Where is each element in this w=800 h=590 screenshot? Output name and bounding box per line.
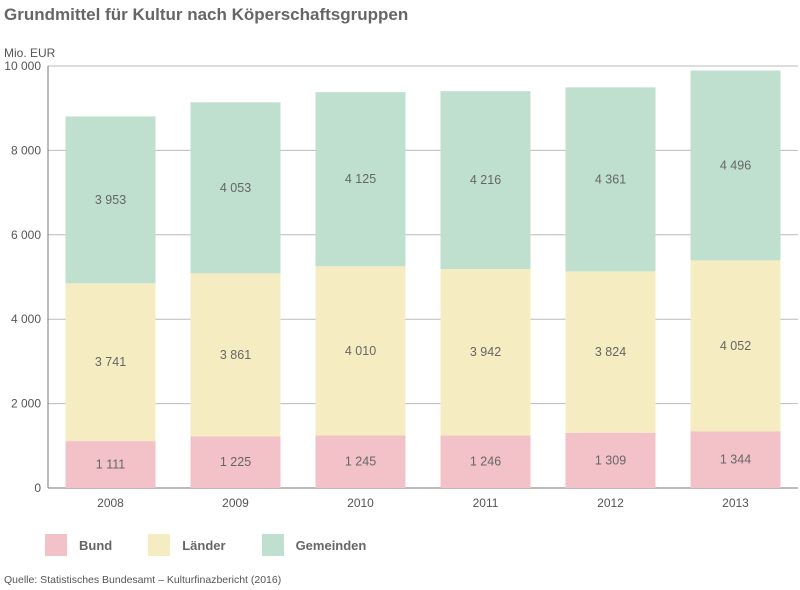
legend-swatch-bund xyxy=(45,534,67,556)
chart-title: Grundmittel für Kultur nach Köperschafts… xyxy=(4,5,409,24)
legend-item-laender: Länder xyxy=(148,534,226,556)
data-label-laender-2013: 4 052 xyxy=(720,339,751,353)
data-label-gemeinden-2008: 3 953 xyxy=(95,193,126,207)
bar-gemeinden-2013 xyxy=(690,70,781,261)
bar-bund-2012 xyxy=(565,432,656,488)
data-label-laender-2009: 3 861 xyxy=(220,348,251,362)
bar-gemeinden-2008 xyxy=(65,116,156,284)
bar-laender-2013 xyxy=(690,260,781,432)
y-tick-label: 8 000 xyxy=(11,143,41,157)
legend-label-bund: Bund xyxy=(79,537,113,553)
data-label-laender-2010: 4 010 xyxy=(345,344,376,358)
data-label-bund-2008: 1 111 xyxy=(96,458,125,472)
legend-label-gemeinden: Gemeinden xyxy=(295,537,367,553)
grid-lines xyxy=(47,65,798,489)
x-tick-label: 2012 xyxy=(597,496,624,510)
y-tick-label: 0 xyxy=(34,481,41,495)
x-tick-label: 2010 xyxy=(347,496,374,510)
y-axis-label: Mio. EUR xyxy=(4,46,56,60)
data-labels: 1 111 3 741 3 953 1 225 3 861 4 053 1 245 4 010… xyxy=(95,158,751,471)
legend: Bund Länder Gemeinden xyxy=(45,534,402,556)
bar-bund-2011 xyxy=(440,435,531,488)
data-label-gemeinden-2013: 4 496 xyxy=(720,158,751,172)
data-label-gemeinden-2010: 4 125 xyxy=(345,172,376,186)
data-label-bund-2012: 1 309 xyxy=(595,453,626,467)
y-tick-label: 10 000 xyxy=(4,59,41,73)
data-label-laender-2012: 3 824 xyxy=(595,345,626,359)
x-tick-label: 2013 xyxy=(722,496,749,510)
y-tick-label: 2 000 xyxy=(11,397,41,411)
legend-item-gemeinden: Gemeinden xyxy=(261,534,367,556)
y-tick-label: 4 000 xyxy=(11,312,41,326)
bar-bund-2013 xyxy=(690,431,781,488)
bar-laender-2010 xyxy=(315,266,406,436)
bar-gemeinden-2012 xyxy=(565,87,656,272)
bar-gemeinden-2009 xyxy=(190,102,281,274)
data-label-bund-2013: 1 344 xyxy=(720,453,751,467)
data-label-bund-2010: 1 245 xyxy=(345,455,376,469)
x-tick-label: 2011 xyxy=(473,496,499,510)
legend-item-bund: Bund xyxy=(45,534,112,556)
bar-laender-2008 xyxy=(65,283,156,442)
axis-ticks: 0 2 000 4 000 6 000 8 000 10 000 2008 2009 2010 2… xyxy=(4,59,749,510)
data-label-laender-2008: 3 741 xyxy=(95,355,126,369)
bar-bund-2009 xyxy=(190,436,281,488)
legend-label-laender: Länder xyxy=(182,537,226,553)
bar-gemeinden-2011 xyxy=(440,91,531,270)
bar-bund-2010 xyxy=(315,435,406,488)
data-label-bund-2011: 1 246 xyxy=(470,455,501,469)
x-tick-label: 2009 xyxy=(222,496,249,510)
bar-laender-2009 xyxy=(190,273,281,437)
bar-bund-2008 xyxy=(65,441,156,488)
legend-swatch-gemeinden xyxy=(261,534,284,556)
y-tick-label: 6 000 xyxy=(11,228,41,242)
bars xyxy=(65,70,781,488)
data-label-gemeinden-2011: 4 216 xyxy=(470,173,501,187)
bar-gemeinden-2010 xyxy=(315,92,406,267)
bar-laender-2011 xyxy=(440,269,531,436)
data-label-gemeinden-2009: 4 053 xyxy=(220,181,251,195)
source-note: Quelle: Statistisches Bundesamt – Kultur… xyxy=(4,574,282,586)
data-label-gemeinden-2012: 4 361 xyxy=(595,172,626,186)
bar-laender-2012 xyxy=(565,271,656,433)
legend-swatch-laender xyxy=(148,534,171,556)
data-label-bund-2009: 1 225 xyxy=(220,455,251,469)
data-label-laender-2011: 3 942 xyxy=(470,345,501,359)
x-tick-label: 2008 xyxy=(97,496,124,510)
